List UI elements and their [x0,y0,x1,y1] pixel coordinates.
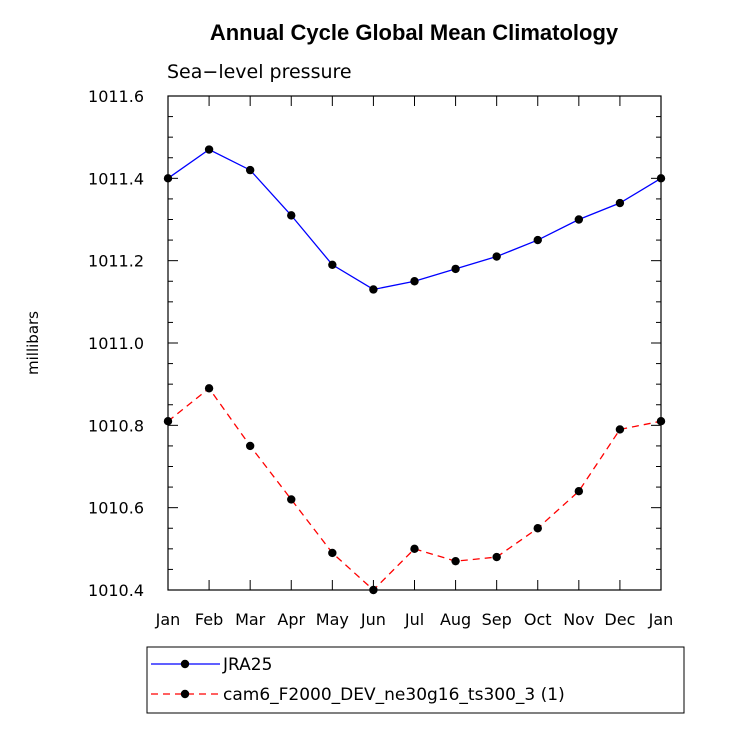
y-tick-label: 1010.4 [88,581,144,600]
series-2-point [533,524,542,533]
x-tick-label: Jul [404,610,424,629]
y-tick-label: 1011.0 [88,334,144,353]
y-tick-label: 1010.6 [88,499,144,518]
series-1-point [287,211,296,220]
series-2-point [204,384,214,393]
chart-subtitle: Sea−level pressure [167,61,352,83]
legend-marker-2 [180,689,190,699]
y-tick-label: 1011.2 [88,252,144,271]
x-tick-label: Mar [235,610,266,629]
series-1-point [245,165,255,175]
series-2-point [163,417,173,426]
y-tick-label: 1010.8 [88,416,144,435]
plot-frame [167,95,662,591]
series-1-point [492,252,501,261]
x-tick-label: Feb [195,610,223,629]
series-2-point [574,487,584,496]
x-tick-label: Apr [277,610,305,629]
series-line-2 [167,387,662,591]
series-2-point [245,441,255,451]
x-tick-label: May [316,610,349,629]
x-tick-label: Jun [360,610,386,629]
x-tick-label: Nov [563,610,594,629]
x-tick-label: Sep [482,610,512,629]
series-2-point [451,556,460,566]
series-2-point [492,552,501,562]
x-tick-label: Aug [440,610,471,629]
legend-label-2: cam6_F2000_DEV_ne30g16_ts300_3 (1) [223,685,565,705]
series-1-point [656,174,666,183]
series-1-point [369,285,378,294]
series-1-point [615,198,625,208]
x-tick-label: Jan [648,610,674,629]
legend-marker-1 [180,659,190,669]
x-tick-label: Dec [604,610,635,629]
x-tick-label: Oct [524,610,552,629]
legend-box [146,646,685,714]
series-1-point [451,264,460,274]
legend-label-1: JRA25 [222,655,272,675]
series-1-point [328,260,337,269]
series-2-point [287,495,296,504]
series-2-point [328,548,337,558]
series-2-point [656,417,666,426]
x-tick-label: Jan [155,610,181,629]
y-tick-label: 1011.6 [88,87,144,106]
y-axis-label: millibars [24,311,42,375]
series-2-point [369,585,378,595]
series-1-point [410,277,419,286]
series-2-point [410,544,419,554]
series-1-point [163,174,173,183]
chart-title: Annual Cycle Global Mean Climatology [210,20,619,45]
series-2-point [615,425,625,434]
series-1-point [574,215,584,224]
series-1-point [533,235,542,245]
series-line-1 [167,148,662,291]
y-tick-label: 1011.4 [88,169,144,188]
series-1-point [204,145,214,154]
